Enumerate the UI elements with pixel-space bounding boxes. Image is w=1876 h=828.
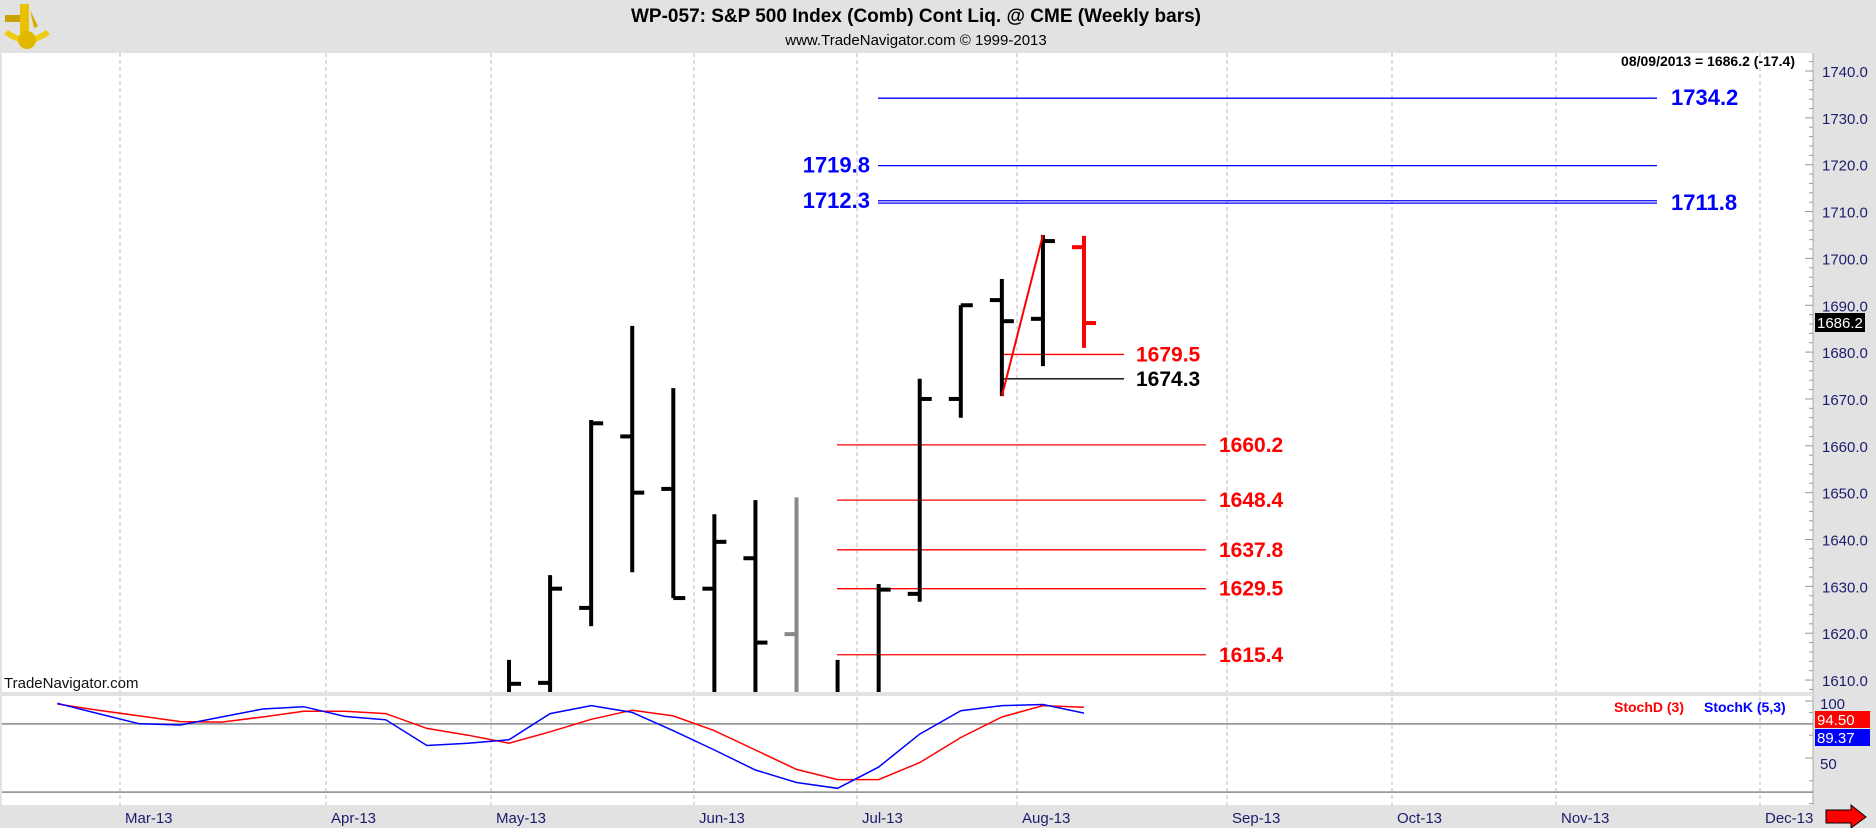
- level-label: 1648.4: [1219, 489, 1284, 512]
- price-tick-label: 1680.0: [1822, 345, 1868, 362]
- month-label: Jul-13: [862, 810, 903, 827]
- price-bar: [1072, 235, 1096, 348]
- level-label: 1615.4: [1219, 644, 1284, 667]
- price-panel[interactable]: [2, 53, 1813, 692]
- level-label: 1719.8: [803, 153, 870, 178]
- price-tick-label: 1670.0: [1822, 392, 1868, 409]
- stochk-line: [57, 702, 1085, 790]
- price-tick-label: 1700.0: [1822, 251, 1868, 268]
- price-bar: [876, 584, 891, 692]
- level-label: 1712.3: [803, 188, 870, 213]
- price-bar: [743, 500, 768, 692]
- month-label: Jun-13: [699, 810, 745, 827]
- price-tick-label: 1740.0: [1822, 64, 1868, 81]
- price-tick-label: 1710.0: [1822, 205, 1868, 222]
- stochd-tag: 94.50: [1815, 711, 1870, 729]
- last-price-tag: 1686.2: [1815, 313, 1865, 332]
- month-label: Dec-13: [1765, 810, 1813, 827]
- month-label: Mar-13: [125, 810, 173, 827]
- date-axis[interactable]: Mar-13 Apr-13 May-13 Jun-13 Jul-13 Aug-13 Sep-…: [125, 810, 1813, 827]
- month-label: Apr-13: [331, 810, 376, 827]
- price-bar: [907, 378, 932, 602]
- chart-subtitle: www.TradeNavigator.com © 1999-2013: [784, 32, 1046, 49]
- level-label: 1660.2: [1219, 434, 1283, 457]
- price-bar: [1030, 234, 1055, 367]
- price-axis[interactable]: 1610.0 1620.0 1630.0 1640.0 1650.0 1660.0 1670…: [1805, 61, 1868, 690]
- price-tick-label: 1690.0: [1822, 298, 1868, 315]
- price-tick-label: 1660.0: [1822, 439, 1868, 456]
- stoch-tick-label: 100: [1820, 696, 1845, 713]
- watermark: TradeNavigator.com: [4, 675, 139, 692]
- price-bar: [620, 325, 645, 573]
- legend-stochk[interactable]: StochK (5,3): [1704, 699, 1786, 715]
- price-tick-label: 1650.0: [1822, 486, 1868, 503]
- stochastic-lines: [2, 702, 1813, 793]
- last-bar-readout: 08/09/2013 = 1686.2 (-17.4): [1621, 53, 1795, 69]
- level-label: 1674.3: [1136, 368, 1200, 391]
- price-bar: [661, 388, 686, 601]
- month-label: Sep-13: [1232, 810, 1280, 827]
- price-tick-label: 1610.0: [1822, 673, 1868, 690]
- stoch-tick-label: 50: [1820, 756, 1837, 773]
- stochd-tag-value: 94.50: [1817, 712, 1855, 729]
- sextant-logo: [4, 4, 50, 49]
- stochastic-panel[interactable]: [2, 696, 1813, 805]
- stochastic-axis: 100 50: [1805, 696, 1845, 805]
- month-label: Aug-13: [1022, 810, 1070, 827]
- level-label: 1679.5: [1136, 343, 1201, 366]
- swing-line: [1000, 234, 1044, 397]
- price-bar: [579, 420, 604, 627]
- price-tick-label: 1640.0: [1822, 533, 1868, 550]
- price-tick-label: 1620.0: [1822, 626, 1868, 643]
- price-bars: [507, 234, 1096, 692]
- level-label: 1734.2: [1671, 85, 1738, 110]
- month-label: Nov-13: [1561, 810, 1609, 827]
- month-gridlines: [119, 53, 1761, 805]
- price-bar: [507, 659, 522, 692]
- price-bar: [948, 303, 973, 418]
- price-tick-label: 1730.0: [1822, 111, 1868, 128]
- price-tick-label: 1720.0: [1822, 158, 1868, 175]
- price-tick-label: 1630.0: [1822, 579, 1868, 596]
- level-label: 1637.8: [1219, 539, 1284, 562]
- stochk-tag-value: 89.37: [1817, 730, 1855, 747]
- price-bar: [702, 514, 727, 692]
- legend-stochd[interactable]: StochD (3): [1614, 699, 1684, 715]
- price-bar: [989, 279, 1014, 397]
- stochd-line: [57, 703, 1085, 781]
- price-bar: [784, 497, 799, 692]
- level-label: 1629.5: [1219, 578, 1284, 601]
- month-label: Oct-13: [1397, 810, 1442, 827]
- month-label: May-13: [496, 810, 546, 827]
- stochk-tag: 89.37: [1815, 729, 1870, 747]
- last-price-value: 1686.2: [1817, 315, 1863, 332]
- price-bar: [538, 575, 563, 692]
- panel-divider[interactable]: [0, 692, 1813, 696]
- price-levels: [837, 97, 1657, 656]
- chart-title: WP-057: S&P 500 Index (Comb) Cont Liq. @…: [631, 6, 1201, 27]
- scroll-right-arrow-icon[interactable]: [1825, 803, 1867, 828]
- level-label: 1711.8: [1671, 190, 1737, 215]
